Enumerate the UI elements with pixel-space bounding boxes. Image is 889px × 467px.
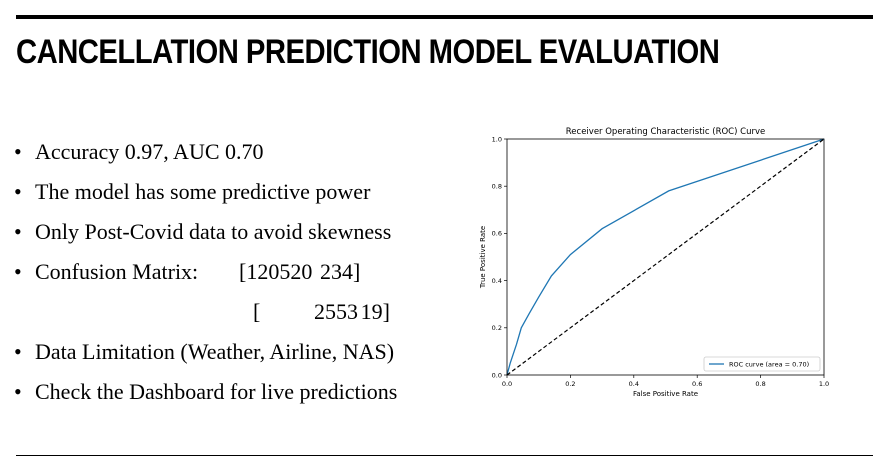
- matrix-cell: 19]: [360, 299, 390, 324]
- y-tick-label: 0.8: [492, 183, 502, 191]
- bullet-dot: •: [14, 219, 22, 244]
- bullet-item: • Data Limitation (Weather, Airline, NAS…: [14, 332, 397, 372]
- roc-chart-svg: Receiver Operating Characteristic (ROC) …: [479, 127, 829, 398]
- x-tick-label: 0.6: [692, 380, 702, 388]
- matrix-cell: 234]: [320, 259, 361, 284]
- top-rule: [16, 15, 873, 19]
- y-tick-label: 0.6: [492, 230, 502, 238]
- x-tick-label: 0.2: [565, 380, 575, 388]
- legend-label: ROC curve (area = 0.70): [729, 360, 809, 368]
- chance-diagonal-line: [506, 138, 825, 376]
- bullet-text-accuracy: Accuracy 0.97, AUC 0.70: [35, 139, 264, 164]
- chart-title: Receiver Operating Characteristic (ROC) …: [566, 127, 765, 137]
- matrix-cell: [120520: [239, 259, 313, 284]
- x-tick-label: 1.0: [819, 380, 829, 388]
- bullet-text-dashboard: Check the Dashboard for live predictions: [35, 379, 398, 404]
- slide-title: CANCELLATION PREDICTION MODEL EVALUATION: [16, 33, 720, 71]
- x-tick-label: 0.4: [629, 380, 639, 388]
- y-tick-label: 0.2: [492, 324, 502, 332]
- bullet-item: • Check the Dashboard for live predictio…: [14, 372, 397, 412]
- bottom-rule: [16, 455, 873, 456]
- bullet-list: • Accuracy 0.97, AUC 0.70 • The model ha…: [14, 132, 397, 412]
- x-tick-label: 0.8: [755, 380, 765, 388]
- bullet-item-confusion-matrix: • Confusion Matrix: [120520 234]: [14, 252, 397, 292]
- bullet-item: • Only Post-Covid data to avoid skewness: [14, 212, 397, 252]
- bullet-dot: •: [14, 339, 22, 364]
- bullet-dot: •: [14, 379, 22, 404]
- roc-chart: Receiver Operating Characteristic (ROC) …: [470, 120, 840, 400]
- y-tick-label: 1.0: [492, 135, 502, 143]
- y-axis-label: True Positive Rate: [479, 226, 487, 289]
- matrix-cell: 2553: [314, 299, 358, 324]
- bullet-text-data-limitation: Data Limitation (Weather, Airline, NAS): [35, 339, 395, 364]
- x-tick-label: 0.0: [502, 380, 512, 388]
- matrix-cell: [: [253, 299, 261, 324]
- legend-box: [703, 356, 821, 372]
- bullet-dot: •: [14, 179, 22, 204]
- roc-curve-line: [506, 138, 825, 376]
- confusion-matrix-label: Confusion Matrix:: [35, 259, 199, 284]
- matrix-row: [2553 19]: [253, 292, 390, 332]
- bullet-dot: •: [14, 259, 22, 284]
- plot-frame: [506, 138, 825, 376]
- bullet-item: • Accuracy 0.97, AUC 0.70: [14, 132, 397, 172]
- bullet-dot: •: [14, 139, 22, 164]
- y-tick-label: 0.4: [492, 277, 502, 285]
- y-tick-label: 0.0: [492, 371, 502, 379]
- bullet-item: • The model has some predictive power: [14, 172, 397, 212]
- bullet-text-post-covid: Only Post-Covid data to avoid skewness: [35, 219, 392, 244]
- x-axis-label: False Positive Rate: [633, 390, 698, 398]
- bullet-text-predictive-power: The model has some predictive power: [35, 179, 371, 204]
- confusion-matrix-row-2: [2553 19]: [14, 292, 397, 332]
